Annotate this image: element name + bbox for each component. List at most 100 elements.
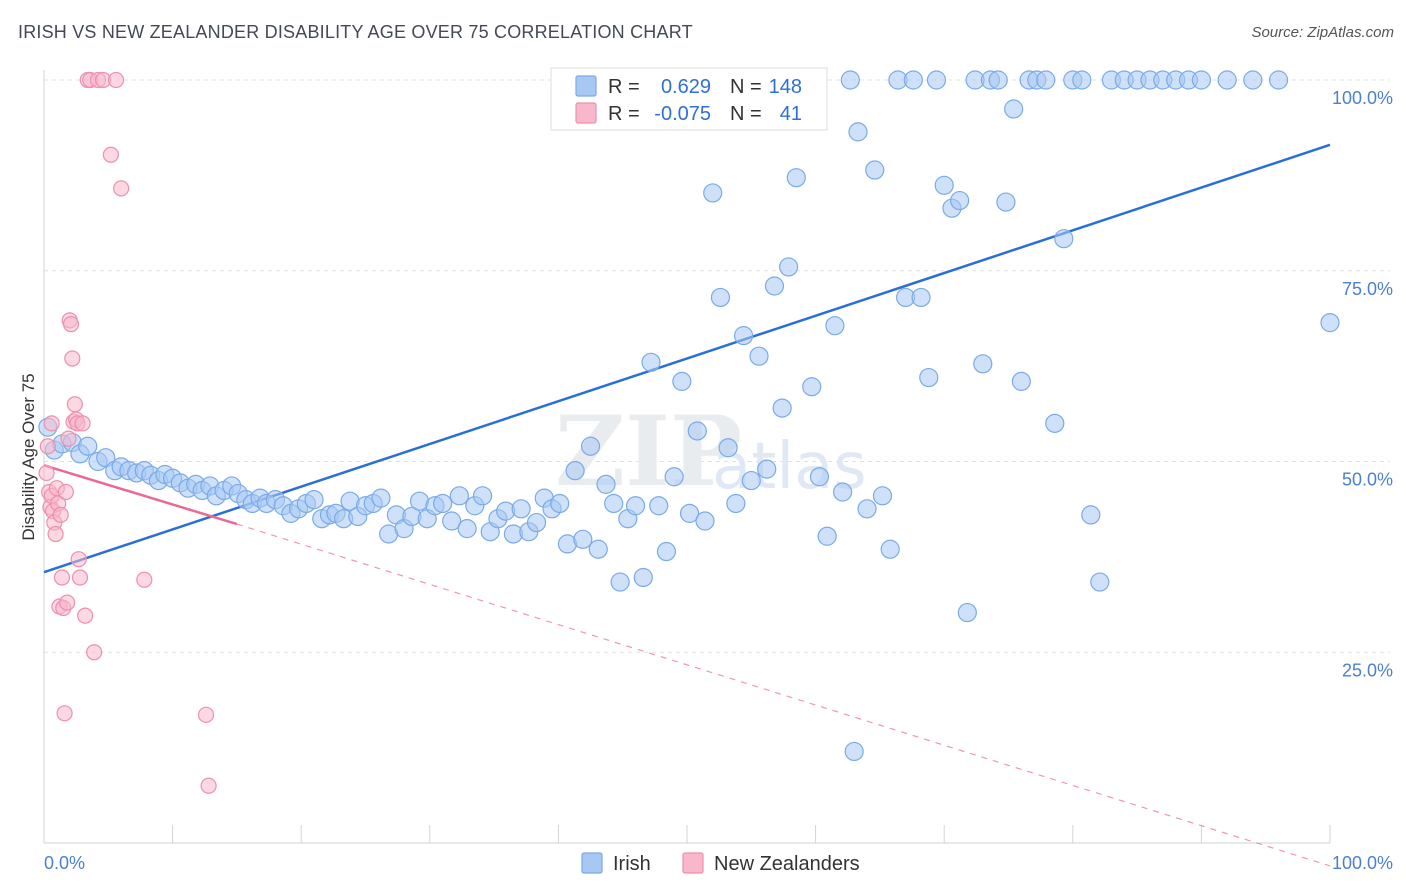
irish-point-91 (733, 326, 754, 346)
legend-top-nz-n-value: 41 (780, 103, 802, 125)
irish-point-113 (903, 70, 923, 90)
nz-point-11 (53, 569, 71, 586)
irish-point-73 (596, 474, 616, 494)
nz-point-30 (86, 644, 103, 661)
irish-point-125 (996, 192, 1016, 212)
nz-point-24 (70, 551, 87, 568)
irish-point-70 (573, 529, 593, 549)
irish-point-94 (757, 459, 777, 479)
irish-point-85 (687, 421, 707, 441)
irish-point-78 (633, 567, 653, 588)
irish-point-69 (565, 461, 585, 481)
irish-point-132 (1054, 229, 1074, 249)
irish-point-95 (764, 276, 785, 296)
series-new-zealanders (38, 71, 217, 794)
irish-point-116 (926, 70, 947, 90)
legend-bottom-irish-label: Irish (613, 853, 651, 875)
legend-top-nz-r-label: R = (608, 103, 640, 125)
irish-point-109 (872, 486, 893, 506)
irish-point-122 (973, 354, 993, 374)
nz-point-36 (136, 571, 153, 588)
legend-top-irish-swatch (575, 75, 597, 97)
irish-point-115 (919, 367, 939, 388)
x-tick-label-max: 100.0% (1332, 853, 1393, 873)
irish-point-145 (1217, 70, 1237, 90)
irish-point-92 (741, 470, 761, 491)
nz-point-26 (74, 415, 91, 432)
legend-top-irish-r-label: R = (608, 76, 640, 98)
irish-point-124 (988, 70, 1008, 90)
irish-point-130 (1036, 70, 1056, 90)
nz-point-18 (62, 316, 80, 333)
irish-point-147 (1268, 70, 1289, 90)
y-tick-label-50: 50.0% (1342, 470, 1393, 490)
irish-point-77 (625, 496, 646, 516)
irish-point-72 (588, 539, 608, 559)
legend-top-box (550, 67, 828, 131)
nz-point-25 (71, 569, 89, 586)
irish-point-102 (817, 526, 837, 546)
legend-top-nz-swatch (575, 102, 597, 124)
series-irish (38, 70, 1340, 762)
irish-point-81 (656, 541, 677, 562)
irish-point-134 (1072, 70, 1092, 90)
irish-point-54 (449, 486, 469, 506)
irish-point-57 (472, 486, 493, 506)
irish-point-108 (865, 160, 885, 180)
irish-point-90 (726, 493, 746, 514)
irish-point-106 (848, 122, 868, 142)
irish-point-110 (880, 539, 900, 559)
legend-bottom-nz-label: New Zealanders (714, 853, 860, 875)
irish-point-98 (786, 168, 806, 188)
irish-point-120 (957, 602, 977, 623)
y-tick-label-75: 75.0% (1342, 279, 1393, 299)
irish-point-144 (1191, 70, 1212, 90)
data-points (38, 70, 1340, 794)
legend-bottom: Irish New Zealanders (581, 852, 860, 875)
nz-point-19 (64, 350, 81, 367)
grid (43, 79, 1390, 843)
legend-bottom-irish-swatch (581, 852, 603, 874)
irish-point-74 (604, 493, 624, 514)
nz-point-21 (66, 396, 83, 413)
irish-point-131 (1045, 413, 1065, 433)
nz-point-16 (60, 430, 77, 447)
nz-point-0 (38, 464, 55, 482)
irish-point-87 (703, 183, 723, 203)
nz-point-38 (200, 777, 217, 794)
irish-point-126 (1004, 99, 1024, 119)
nz-trend-line (43, 464, 238, 526)
irish-point-67 (550, 493, 570, 514)
irish-point-71 (580, 436, 601, 456)
irish-point-135 (1081, 505, 1101, 525)
nz-point-13 (56, 705, 73, 722)
legend-top-irish-n-value: 148 (769, 76, 802, 98)
nz-point-35 (113, 180, 130, 197)
irish-point-127 (1011, 371, 1031, 391)
irish-point-88 (710, 287, 731, 308)
irish-point-62 (511, 499, 531, 519)
source-label: Source: ZipAtlas.com (1251, 24, 1394, 41)
nz-point-10 (52, 506, 69, 524)
nz-point-33 (102, 146, 119, 163)
tick-labels: 25.0% 50.0% 75.0% 100.0% 0.0% 100.0% (44, 88, 1393, 873)
irish-point-86 (695, 511, 715, 531)
irish-point-84 (679, 503, 700, 523)
irish-point-104 (833, 482, 853, 502)
irish-point-103 (825, 316, 845, 336)
legend-bottom-nz-swatch (682, 852, 704, 874)
irish-point-44 (371, 488, 391, 508)
irish-point-79 (641, 352, 661, 372)
chart-title: IRISH VS NEW ZEALANDER DISABILITY AGE OV… (18, 22, 693, 42)
irish-point-75 (610, 572, 630, 592)
irish-point-89 (718, 438, 738, 458)
nz-point-39 (39, 438, 56, 455)
legend-top-nz-r-value: -0.075 (654, 103, 711, 125)
irish-point-149 (844, 741, 864, 762)
irish-point-97 (778, 257, 799, 277)
irish-point-5 (78, 436, 98, 456)
irish-point-93 (749, 346, 769, 366)
irish-point-52 (433, 493, 453, 514)
irish-point-83 (672, 371, 692, 391)
